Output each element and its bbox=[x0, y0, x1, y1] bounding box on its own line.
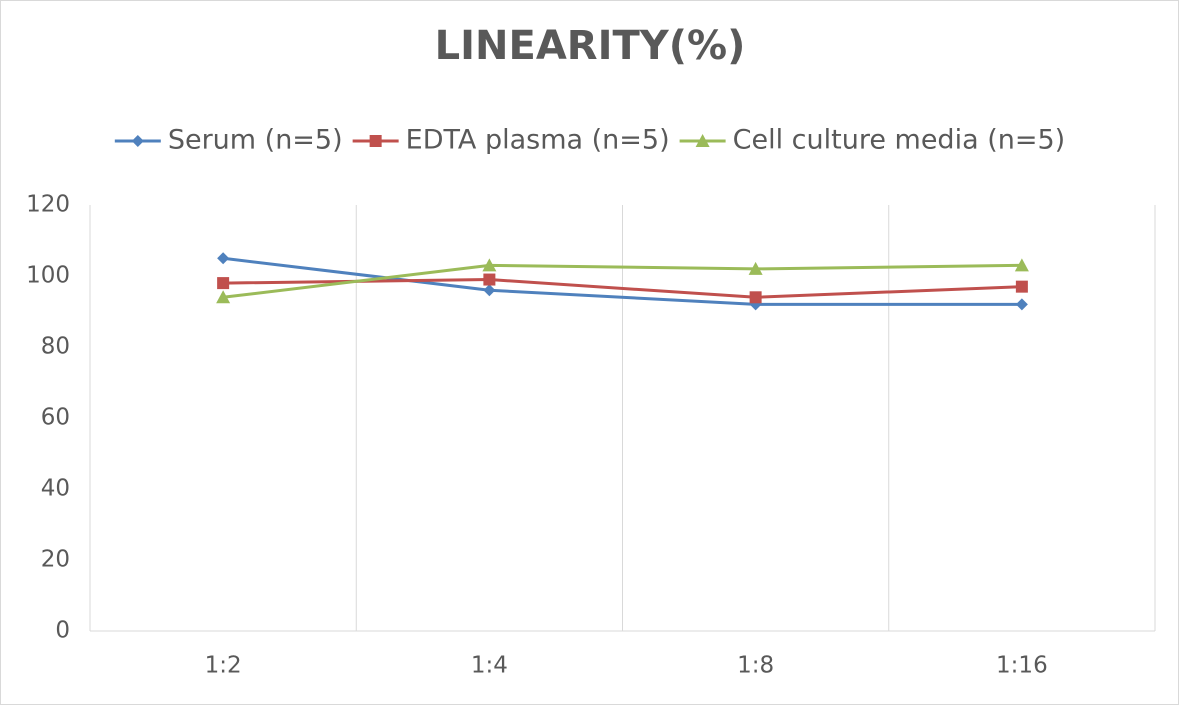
y-tick-label: 0 bbox=[55, 618, 70, 644]
marker bbox=[131, 135, 144, 147]
legend-label: Cell culture media (n=5) bbox=[733, 125, 1066, 156]
marker bbox=[749, 291, 762, 304]
series-line bbox=[222, 256, 1022, 306]
y-tick-label: 40 bbox=[41, 476, 70, 502]
legend: Serum (n=5) EDTA plasma (n=5) Cell culture… bbox=[114, 125, 1066, 156]
legend-label: EDTA plasma (n=5) bbox=[406, 125, 670, 156]
y-tick-label: 80 bbox=[41, 334, 70, 360]
series-line bbox=[222, 263, 1022, 299]
marker bbox=[1015, 280, 1028, 293]
marker bbox=[216, 290, 231, 304]
marker bbox=[217, 252, 230, 265]
x-tick-label: 1:8 bbox=[737, 653, 774, 679]
marker bbox=[695, 134, 710, 147]
y-tick-label: 20 bbox=[41, 547, 70, 573]
marker bbox=[1014, 258, 1029, 272]
marker bbox=[748, 261, 763, 275]
marker bbox=[369, 135, 382, 147]
y-tick-label: 100 bbox=[26, 263, 70, 289]
marker bbox=[482, 258, 497, 272]
marker bbox=[483, 273, 496, 286]
y-tick-label: 120 bbox=[26, 192, 70, 218]
marker bbox=[1015, 298, 1028, 311]
x-tick-label: 1:2 bbox=[205, 653, 242, 679]
marker bbox=[217, 277, 230, 290]
marker bbox=[483, 284, 496, 297]
x-tick-label: 1:4 bbox=[471, 653, 508, 679]
chart-title: LINEARITY(%) bbox=[435, 23, 746, 69]
legend-label: Serum (n=5) bbox=[168, 125, 343, 156]
y-tick-label: 60 bbox=[41, 405, 70, 431]
x-tick-label: 1:16 bbox=[996, 653, 1048, 679]
